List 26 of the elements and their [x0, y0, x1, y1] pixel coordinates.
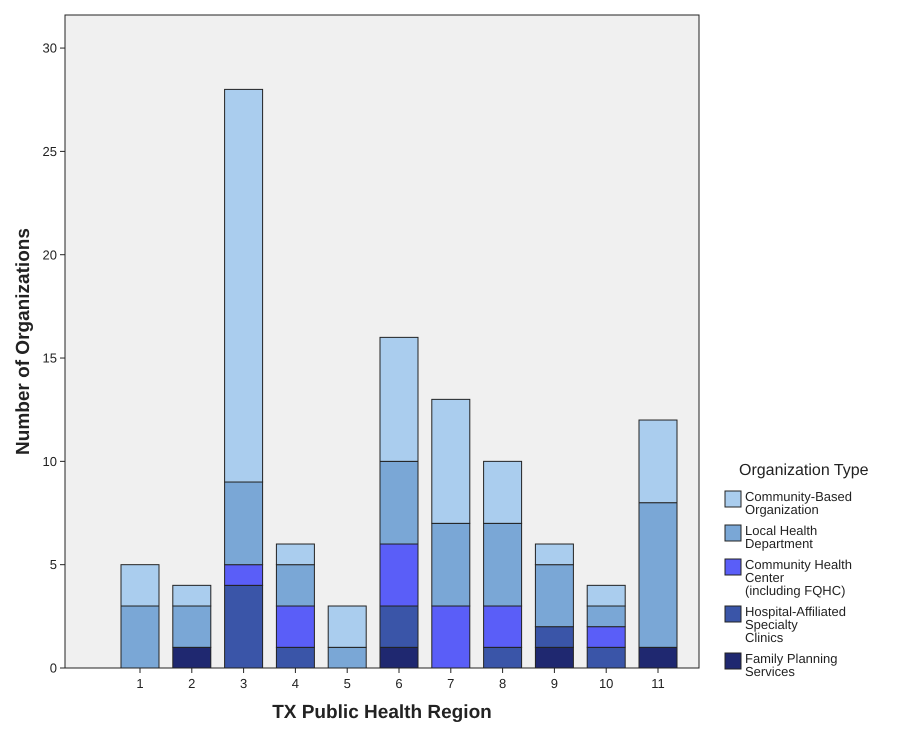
legend-label: Local Health Department [745, 523, 818, 551]
x-tick-label: 7 [447, 676, 454, 691]
y-tick-label: 20 [42, 247, 57, 262]
x-tick-label: 11 [651, 676, 665, 691]
x-tick-label: 6 [395, 676, 403, 691]
legend-label: Community-Based Organization [745, 489, 852, 517]
y-tick-label: 25 [42, 144, 57, 159]
legend-label: Hospital-Affiliated Specialty Clinics [745, 604, 846, 645]
x-tick-label: 3 [240, 676, 248, 691]
x-tick-label: 4 [292, 676, 300, 691]
y-tick-label: 10 [42, 454, 57, 469]
x-tick-label: 2 [188, 676, 196, 691]
legend-title: Organization Type [739, 462, 869, 479]
y-tick-label: 15 [42, 350, 57, 366]
y-tick-label: 30 [42, 40, 57, 56]
y-tick-label: 5 [50, 557, 57, 572]
x-tick-label: 5 [344, 676, 351, 691]
x-tick-label: 8 [498, 676, 506, 691]
x-tick-label: 9 [550, 676, 558, 691]
x-tick-label: 1 [136, 676, 144, 691]
x-tick-label: 10 [598, 676, 614, 691]
y-tick-label: 0 [50, 660, 57, 676]
y-axis-title: Number of Organizations [13, 228, 34, 455]
legend-label: Family Planning Services [745, 651, 838, 679]
legend-label: Community Health Center (including FQHC) [745, 557, 852, 598]
x-axis-title: TX Public Health Region [272, 702, 492, 723]
